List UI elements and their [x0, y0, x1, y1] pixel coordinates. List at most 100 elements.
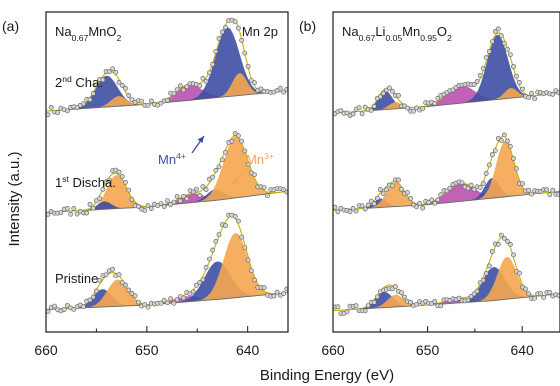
data-point [245, 257, 251, 263]
data-point [132, 293, 138, 299]
data-point [390, 183, 395, 189]
data-point [155, 203, 161, 209]
data-point [213, 167, 219, 173]
data-point [396, 93, 401, 98]
data-point [405, 190, 410, 196]
data-point [264, 193, 270, 199]
data-point [514, 73, 519, 79]
data-point [210, 61, 215, 67]
data-point [471, 82, 477, 87]
data-point [158, 100, 164, 106]
data-point [281, 187, 286, 193]
data-point [90, 294, 96, 300]
data-point [477, 185, 483, 190]
data-point [74, 105, 80, 111]
data-point [216, 164, 222, 170]
data-point [432, 101, 438, 106]
data-point [52, 303, 57, 309]
data-point [145, 203, 151, 209]
data-point [97, 196, 102, 201]
data-point [511, 252, 516, 258]
data-point [377, 187, 383, 192]
data-point [190, 289, 196, 295]
data-point [486, 162, 492, 168]
data-point [547, 192, 553, 198]
data-point [119, 82, 125, 88]
panel-tag: (b) [299, 18, 316, 34]
data-point [556, 191, 560, 197]
data-point [46, 309, 51, 314]
data-point [447, 185, 453, 191]
data-point [520, 86, 525, 92]
data-point [84, 210, 90, 216]
x-tick-label: 660 [321, 342, 345, 358]
data-point [520, 181, 525, 187]
data-point [158, 300, 164, 306]
data-point [68, 211, 73, 217]
data-point [501, 235, 507, 241]
data-point [145, 103, 151, 108]
mn4-annotation: Mn4+ [158, 151, 186, 167]
data-point [174, 87, 180, 92]
data-point [161, 204, 167, 209]
data-point [405, 105, 410, 111]
data-point [486, 263, 492, 269]
data-point [356, 105, 362, 111]
data-point [538, 291, 544, 297]
data-point [94, 82, 99, 88]
data-point [106, 69, 112, 75]
peak-mn3plus-5 [465, 88, 557, 103]
data-point [456, 295, 462, 301]
data-point [87, 97, 93, 103]
data-point [158, 201, 164, 206]
data-point [511, 64, 516, 69]
spectrum-2 [46, 131, 288, 217]
peak-mn3plus-2 [64, 96, 174, 110]
data-point [471, 291, 477, 297]
data-point [213, 238, 219, 244]
data-point [200, 277, 206, 282]
mn3-arrow-head [232, 178, 239, 185]
panel-b: 660 650 640 (b) Na0.67Li0.05Mn0.95O2 [299, 11, 560, 358]
curve-label-2: 1st Discha. [55, 174, 116, 190]
peak-satellite-3 [98, 84, 280, 108]
data-point [100, 186, 106, 192]
data-point [353, 208, 359, 214]
data-point [501, 40, 507, 46]
peak-mn4plus-1 [46, 75, 186, 111]
mn4-arrow-head [197, 136, 204, 143]
data-point [468, 182, 474, 188]
data-point [210, 174, 215, 180]
data-point [181, 87, 186, 93]
data-point [119, 280, 125, 286]
data-point [239, 138, 244, 144]
data-point [390, 88, 395, 94]
data-point [87, 202, 93, 207]
peak-mn3plus-1 [47, 175, 187, 213]
x-axis-label: Binding Energy (eV) [260, 367, 394, 384]
data-point [261, 285, 267, 291]
data-point [242, 148, 248, 154]
data-point [181, 193, 186, 199]
data-point [532, 96, 538, 102]
data-point [344, 309, 350, 315]
region-label: Mn 2p [242, 24, 278, 39]
data-point [113, 70, 119, 75]
sample-formula: Na0.67MnO2 [55, 24, 122, 43]
peak-satellite-3 [358, 183, 560, 209]
data-point [242, 50, 248, 56]
background-line [46, 190, 288, 213]
data-point [526, 291, 531, 297]
data-point [344, 110, 350, 116]
data-point [387, 85, 392, 91]
data-point [229, 138, 235, 144]
data-point [281, 291, 286, 296]
data-point [468, 293, 474, 299]
data-point [541, 294, 547, 300]
y-axis-label: Intensity (a.u.) [6, 151, 23, 246]
data-point [245, 161, 251, 167]
data-point [414, 204, 419, 210]
data-point [471, 186, 477, 192]
data-point [435, 95, 441, 101]
data-point [417, 200, 422, 206]
